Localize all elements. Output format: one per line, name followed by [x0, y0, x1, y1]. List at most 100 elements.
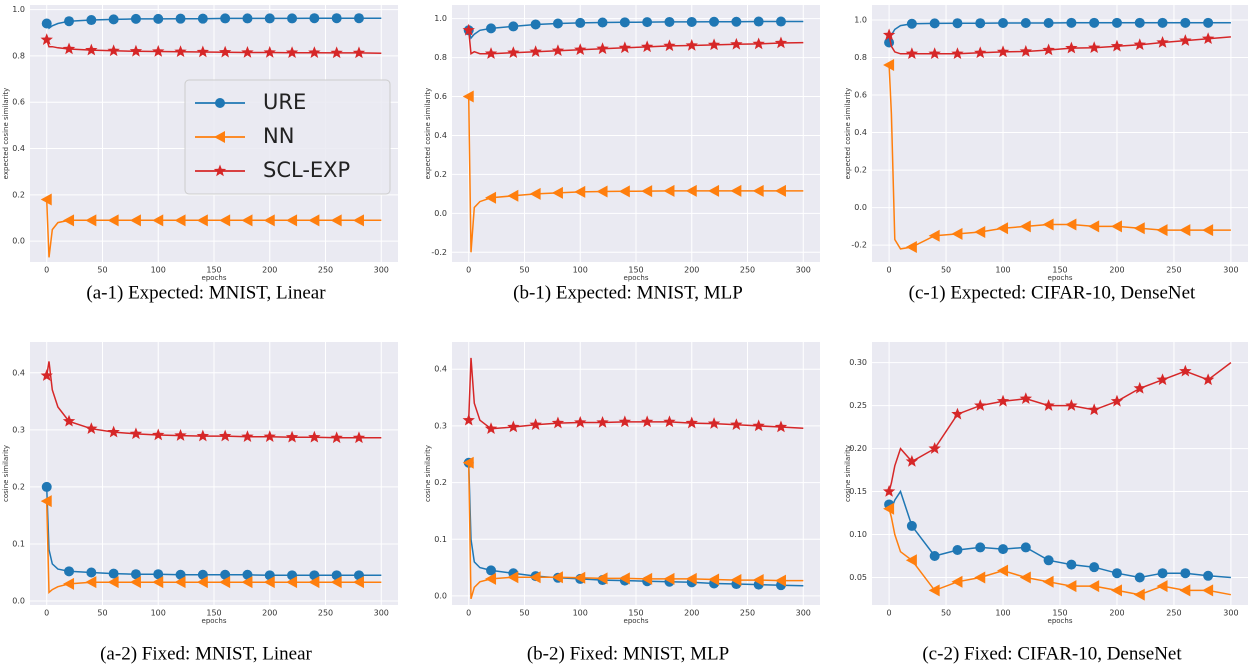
y-tick-label: 1.0 [12, 5, 25, 14]
data-point [596, 572, 608, 585]
data-point [129, 576, 141, 589]
data-point [1110, 220, 1122, 233]
data-point [308, 46, 321, 58]
data-point [928, 47, 941, 60]
data-point [529, 571, 541, 584]
x-tick-label: 100 [995, 266, 1010, 275]
data-point [929, 551, 940, 562]
data-point [997, 222, 1009, 235]
legend-label: URE [263, 90, 306, 114]
data-point [1042, 43, 1055, 56]
y-tick-label: 0.8 [854, 53, 867, 62]
y-tick-label: 0.4 [434, 365, 447, 374]
data-point [108, 14, 119, 25]
legend-marker [214, 131, 225, 143]
legend-marker [213, 164, 227, 177]
data-point [129, 427, 143, 440]
data-point [1088, 580, 1100, 593]
data-point [1066, 559, 1077, 570]
data-point [486, 565, 497, 576]
data-point [905, 554, 917, 567]
data-point [685, 416, 698, 429]
data-point [640, 40, 654, 53]
y-tick-label: 0.2 [854, 166, 867, 175]
x-tick-label: 50 [941, 609, 951, 618]
data-point [85, 422, 98, 434]
y-tick-label: 0.10 [849, 530, 867, 539]
data-point [997, 564, 1009, 577]
data-point [752, 37, 765, 50]
data-point [507, 189, 519, 202]
data-point [107, 214, 119, 227]
data-point [707, 38, 721, 51]
x-tick-label: 300 [1223, 266, 1238, 275]
data-point [241, 45, 254, 58]
x-tick-label: 0 [44, 609, 49, 618]
data-point [507, 46, 520, 58]
data-point [619, 17, 630, 28]
data-point [640, 415, 654, 428]
y-tick-label: 0.2 [12, 482, 25, 491]
data-point [330, 576, 342, 589]
y-tick-label: 1.0 [434, 14, 447, 23]
data-point [1133, 588, 1145, 601]
data-point [196, 214, 208, 227]
data-point [1043, 18, 1054, 29]
data-point [331, 13, 342, 24]
data-point [1019, 392, 1032, 404]
data-point [1020, 542, 1031, 553]
x-axis-label: epochs [202, 274, 227, 282]
x-tick-label: 300 [796, 266, 811, 275]
data-point [928, 229, 940, 242]
data-point [529, 45, 542, 57]
x-tick-label: 250 [1166, 266, 1181, 275]
x-tick-label: 150 [1052, 266, 1067, 275]
data-point [174, 429, 187, 441]
data-point [1203, 570, 1214, 581]
data-point [663, 39, 676, 52]
x-tick-label: 50 [97, 266, 107, 275]
data-point [1019, 220, 1031, 233]
data-point [484, 422, 498, 434]
y-tick-label: 0.05 [849, 573, 867, 582]
data-point [507, 571, 519, 584]
y-tick-label: -0.2 [851, 241, 867, 250]
data-point [551, 44, 565, 57]
x-tick-label: 250 [318, 609, 333, 618]
data-point [551, 416, 565, 429]
data-point [286, 576, 298, 589]
data-point [152, 428, 165, 441]
data-point [752, 419, 765, 432]
data-point [62, 42, 76, 55]
data-point [40, 495, 52, 508]
y-tick-label: 0.0 [434, 591, 447, 600]
data-point [1156, 224, 1168, 237]
data-point [40, 193, 52, 206]
x-tick-label: 250 [1166, 609, 1181, 618]
data-point [40, 33, 53, 45]
legend-label: NN [263, 124, 294, 148]
data-point [663, 572, 675, 585]
x-tick-label: 300 [1223, 609, 1238, 618]
x-tick-label: 0 [466, 266, 471, 275]
data-point [752, 184, 764, 197]
data-point [196, 576, 208, 589]
data-point [882, 28, 896, 41]
data-point [174, 214, 186, 227]
data-point [85, 214, 97, 227]
y-tick-label: 0.8 [12, 51, 25, 60]
x-tick-label: 200 [1109, 609, 1124, 618]
data-point [928, 584, 940, 597]
data-point [1179, 224, 1191, 237]
x-tick-label: 0 [44, 266, 49, 275]
data-point [1019, 45, 1032, 57]
data-point [218, 45, 232, 58]
y-tick-label: 0.2 [434, 478, 447, 487]
data-point [998, 18, 1009, 29]
data-point [196, 45, 210, 58]
data-point [905, 454, 919, 467]
data-point [108, 568, 119, 579]
legend-box [184, 79, 391, 195]
x-tick-label: 100 [573, 266, 588, 275]
x-tick-label: 100 [151, 609, 166, 618]
